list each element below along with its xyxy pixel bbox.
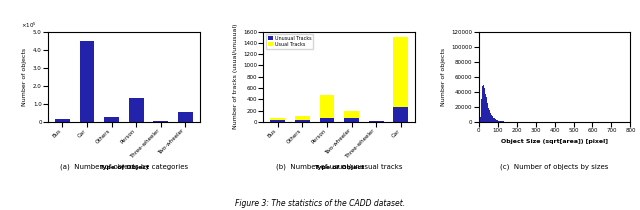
Text: Figure 3: The statistics of the CADD dataset.: Figure 3: The statistics of the CADD dat… bbox=[235, 200, 405, 209]
Bar bbox=[178, 112, 193, 122]
Bar bbox=[270, 118, 285, 120]
Bar bbox=[394, 106, 408, 122]
Bar bbox=[319, 95, 334, 118]
Y-axis label: Number of objects: Number of objects bbox=[441, 48, 446, 106]
X-axis label: Type of Object: Type of Object bbox=[314, 165, 364, 170]
Text: (b)  Number of usual/unusual tracks: (b) Number of usual/unusual tracks bbox=[276, 164, 403, 170]
Bar bbox=[154, 121, 168, 122]
Bar bbox=[319, 118, 334, 122]
Bar bbox=[344, 118, 359, 122]
X-axis label: Object Size (sqrt[area]) [pixel]: Object Size (sqrt[area]) [pixel] bbox=[501, 139, 608, 144]
Y-axis label: Number of objects: Number of objects bbox=[22, 48, 28, 106]
Bar bbox=[104, 117, 119, 122]
Text: (c)  Number of objects by sizes: (c) Number of objects by sizes bbox=[500, 164, 609, 170]
Bar bbox=[129, 98, 143, 122]
Legend: Unusual Tracks, Usual Tracks: Unusual Tracks, Usual Tracks bbox=[266, 34, 313, 49]
X-axis label: Type of Object: Type of Object bbox=[99, 165, 149, 170]
Text: (a)  Number of objects by categories: (a) Number of objects by categories bbox=[60, 164, 188, 170]
Bar bbox=[295, 116, 310, 119]
Y-axis label: Number of tracks (usual/unusual): Number of tracks (usual/unusual) bbox=[232, 24, 237, 129]
Bar bbox=[369, 121, 383, 122]
Bar bbox=[394, 37, 408, 106]
Bar bbox=[270, 120, 285, 122]
Bar bbox=[55, 119, 70, 122]
Bar bbox=[79, 41, 94, 122]
Bar bbox=[344, 110, 359, 118]
Bar bbox=[295, 119, 310, 122]
Text: $\times10^5$: $\times10^5$ bbox=[20, 21, 36, 30]
